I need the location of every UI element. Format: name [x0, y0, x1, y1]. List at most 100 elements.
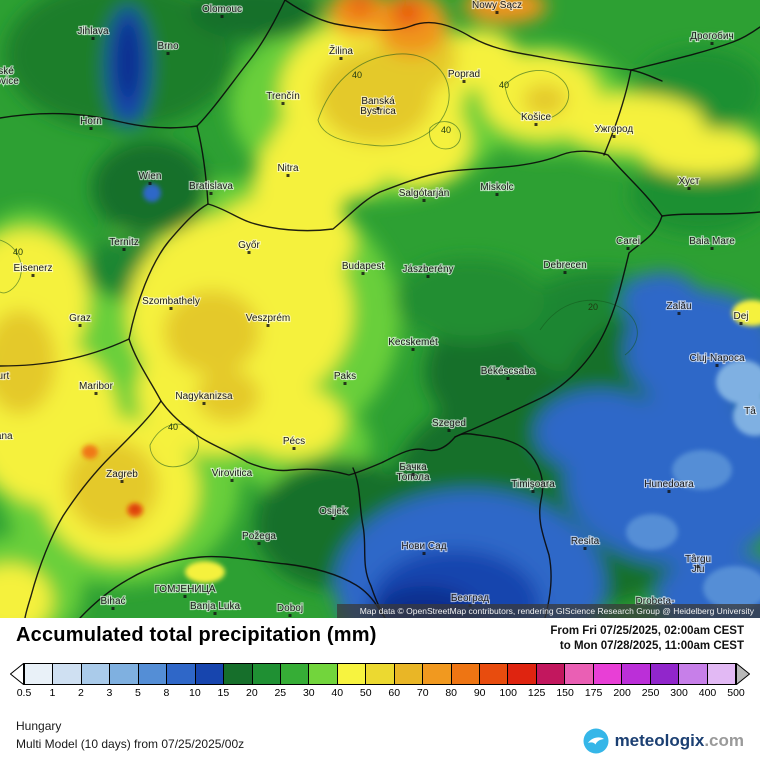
city-marker — [220, 15, 224, 18]
city-marker — [583, 547, 587, 550]
model-run-label: Multi Model (10 days) from 07/25/2025/00… — [16, 737, 245, 752]
scale-cell — [707, 663, 736, 684]
city-label: Нови Сад — [401, 541, 446, 552]
region-label: Hungary — [16, 718, 62, 733]
city-label: Požega — [242, 531, 276, 542]
scale-tick-label: 20 — [245, 686, 258, 699]
city-marker — [531, 490, 535, 493]
city-marker — [111, 607, 115, 610]
city-marker — [739, 322, 743, 325]
city-label: ГОМЈЕНИЦА — [154, 584, 215, 595]
scale-cell — [252, 663, 281, 684]
city-marker — [169, 307, 173, 310]
city-label: Horn — [80, 116, 102, 127]
city-label: Dej — [733, 311, 748, 322]
precipitation-map[interactable]: 40 40 40 40 40 20 Olomouc Jihlava Brno Žilina Now… — [0, 0, 760, 618]
city-marker — [91, 37, 95, 40]
city-marker — [331, 517, 335, 520]
city-label: Jászberény — [402, 264, 453, 275]
scale-cell — [167, 663, 196, 684]
scale-tick-label: 200 — [613, 686, 631, 699]
city-label: Hunedoara — [644, 479, 694, 490]
city-marker — [292, 447, 296, 450]
scale-cell — [309, 663, 338, 684]
scale-cell — [480, 663, 509, 684]
scale-tick-label: 25 — [274, 686, 287, 699]
city-marker — [626, 247, 630, 250]
city-label: Ужгород — [595, 124, 634, 135]
city-label: Szombathely — [142, 296, 200, 307]
city-label: Graz — [69, 313, 91, 324]
city-label: Osijek — [319, 506, 348, 517]
city-marker — [612, 135, 616, 138]
city-marker — [687, 187, 691, 190]
city-marker — [422, 199, 426, 202]
scale-cell — [366, 663, 395, 684]
period-to: to Mon 07/28/2025, 11:00am CEST — [559, 639, 744, 652]
city-marker — [462, 80, 466, 83]
scale-cell — [280, 663, 310, 684]
city-label: Budapest — [342, 261, 384, 272]
scale-tick-label: 30 — [302, 686, 315, 699]
contour-value-label: 40 — [168, 422, 178, 432]
scale-tick-labels: 0.5 1 2 3 5 8 10 15 20 25 30 40 50 60 70 80 90 100 125 150 1… — [17, 686, 745, 701]
contour-value-label: 40 — [13, 247, 23, 257]
city-label: Jihlava — [77, 26, 109, 37]
meteologix-logo[interactable]: meteologix.com — [583, 728, 744, 754]
color-scale — [10, 662, 750, 685]
city-label: Doboj — [277, 603, 303, 614]
city-label: Banja Luka — [190, 601, 240, 612]
city-label: skéjovice — [0, 66, 19, 87]
city-label: Virovitica — [212, 468, 253, 479]
scale-tick-label: 70 — [416, 686, 429, 699]
city-label: Maribor — [79, 381, 114, 392]
city-marker — [710, 42, 714, 45]
city-marker — [213, 612, 217, 615]
city-label: Baia Mare — [689, 236, 735, 247]
city-marker — [495, 11, 499, 14]
city-label: Хуст — [679, 176, 700, 187]
city-marker — [426, 275, 430, 278]
city-label: Olomouc — [202, 4, 242, 15]
scale-tick-label: 15 — [217, 686, 230, 699]
city-label: Zalău — [666, 301, 691, 312]
scale-cell — [337, 663, 367, 684]
map-attribution: Map data © OpenStreetMap contributors, r… — [360, 606, 755, 616]
city-label: Cluj-Napoca — [689, 353, 744, 364]
city-label: Wien — [139, 171, 162, 182]
city-label: Žilina — [329, 44, 353, 57]
city-label: Trenčín — [266, 91, 300, 102]
city-label: Дрогобич — [690, 30, 733, 42]
city-label: Paks — [334, 371, 356, 382]
city-label: Eisenerz — [14, 263, 53, 274]
city-label: Banská Bystrica — [360, 96, 396, 117]
city-marker — [120, 480, 124, 483]
scale-tick-label: 150 — [556, 686, 574, 699]
contour-value-label: 40 — [499, 80, 509, 90]
city-label: Београд — [451, 593, 489, 604]
city-marker — [422, 552, 426, 555]
city-label: Ternitz — [109, 237, 138, 248]
city-marker — [148, 182, 152, 185]
scale-cell — [593, 663, 623, 684]
city-marker — [288, 614, 292, 617]
scale-cell — [622, 663, 651, 684]
scale-cell — [224, 663, 253, 684]
scale-tick-label: 125 — [527, 686, 546, 699]
scale-cell — [508, 663, 537, 684]
scale-cell — [565, 663, 594, 684]
city-label: furt — [0, 371, 9, 382]
city-label: Kecskemét — [388, 337, 438, 348]
scale-tick-label: 0.5 — [16, 686, 32, 699]
city-marker — [376, 107, 380, 110]
city-label: Brno — [157, 41, 179, 52]
city-marker — [230, 479, 234, 482]
validity-period: From Fri 07/25/2025, 02:00am CEST to Mon… — [550, 624, 744, 654]
contour-value-label: 40 — [352, 70, 362, 80]
period-from: From Fri 07/25/2025, 02:00am CEST — [550, 625, 744, 637]
scale-arrow-left — [10, 662, 24, 685]
brand-tld: .com — [704, 731, 744, 750]
city-label: Bratislava — [189, 181, 233, 192]
legend-panel: Accumulated total precipitation (mm) Fro… — [0, 618, 760, 760]
city-label: Győr — [238, 240, 260, 251]
